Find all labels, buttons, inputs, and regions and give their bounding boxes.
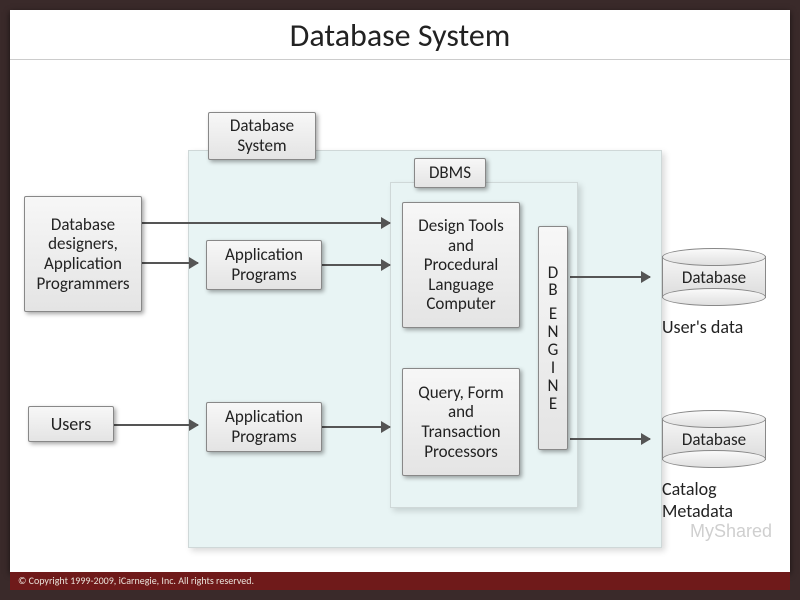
watermark: MyShared (690, 521, 772, 542)
arrow-dbengine-to-db1 (570, 276, 650, 278)
arrow-app1-to-design_tools (322, 264, 390, 266)
box-application-programs-2: Application Programs (206, 402, 322, 452)
arrow-users-to-app2 (114, 424, 198, 426)
box-users: Users (28, 406, 114, 442)
slide-title: Database System (10, 10, 790, 60)
box-design-tools: Design Tools and Procedural Language Com… (402, 202, 520, 328)
box-designers: Database designers, Application Programm… (24, 196, 142, 312)
footer-copyright: © Copyright 1999-2009, iCarnegie, Inc. A… (10, 572, 790, 590)
arrow-designers-to-design_tools (142, 222, 390, 224)
cylinder-database-2: Database (662, 410, 766, 468)
label-catalog-metadata: Catalog Metadata (662, 478, 782, 522)
box-db-engine: DBENGINE (538, 226, 568, 450)
label-users-data: User's data (662, 316, 743, 338)
arrow-app2-to-processors (322, 426, 390, 428)
box-processors: Query, Form and Transaction Processors (402, 368, 520, 476)
slide: Database System DatabaseSystem DBMS Data… (10, 10, 790, 572)
box-database-system-label: DatabaseSystem (208, 112, 316, 160)
diagram-canvas: DatabaseSystem DBMS Database designers, … (10, 62, 790, 572)
box-dbms-label: DBMS (414, 158, 486, 188)
box-application-programs-1: Application Programs (206, 240, 322, 290)
cylinder-database-1: Database (662, 248, 766, 306)
arrow-designers-to-app1 (142, 262, 198, 264)
slide-outer: Database System DatabaseSystem DBMS Data… (0, 0, 800, 600)
arrow-dbengine-to-db2 (570, 438, 650, 440)
